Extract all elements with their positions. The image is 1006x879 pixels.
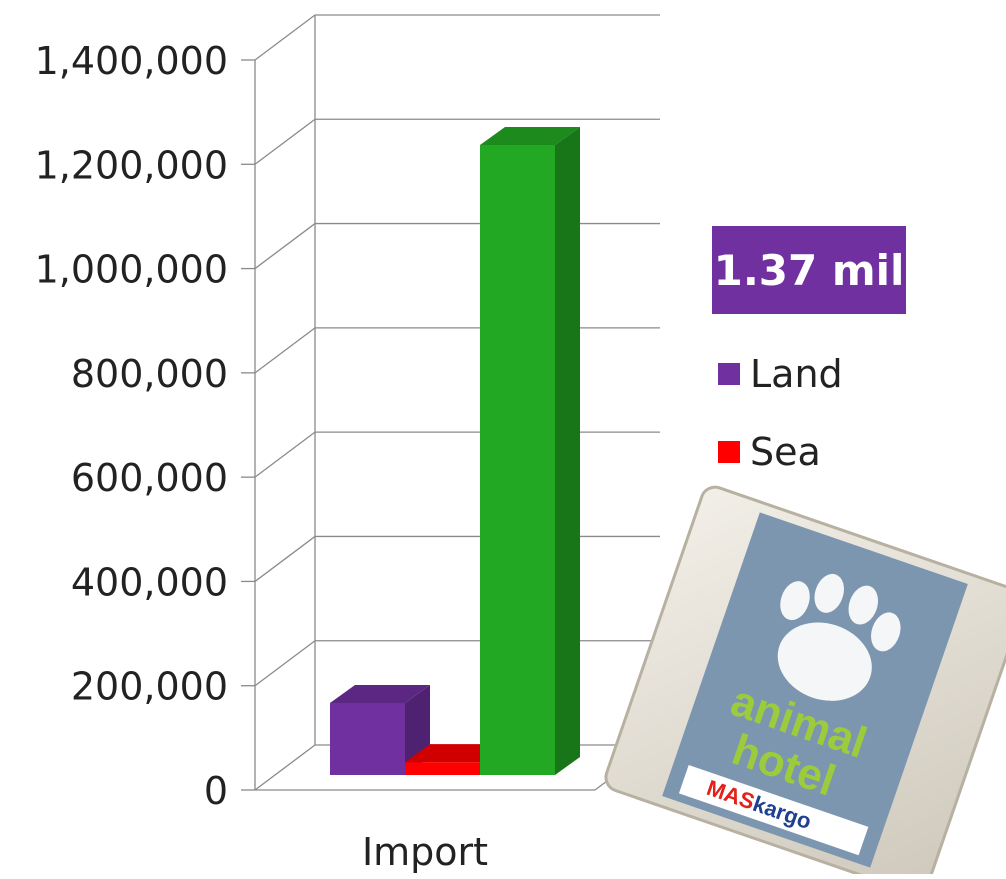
gridline-diagonal: [254, 223, 316, 270]
legend-item-land: Land: [718, 335, 843, 413]
gridline-diagonal: [254, 744, 316, 791]
y-tick-label: 600,000: [71, 456, 228, 500]
gridline-diagonal: [254, 14, 316, 61]
legend-item-sea: Sea: [718, 413, 843, 491]
gridline-diagonal: [254, 118, 316, 165]
legend-item-air: Air: [718, 491, 843, 569]
y-tick-label: 1,000,000: [35, 248, 228, 292]
annotation-text: 1.37 mil: [713, 245, 905, 295]
floor-edge: [594, 744, 656, 791]
legend: Land Sea Air: [718, 335, 843, 569]
bar-top-land: [330, 685, 430, 703]
gridline-diagonal: [254, 640, 316, 687]
gridline-diagonal: [254, 535, 316, 582]
legend-swatch-air: [718, 519, 740, 541]
bar-sea: [405, 762, 480, 775]
legend-swatch-land: [718, 363, 740, 385]
gridline-diagonal: [254, 327, 316, 374]
bar-land: [330, 703, 405, 775]
bar-top-air: [480, 127, 580, 145]
bar-side-air: [555, 127, 580, 775]
legend-swatch-sea: [718, 441, 740, 463]
legend-label-air: Air: [750, 508, 803, 552]
y-tick-label: 200,000: [71, 665, 228, 709]
y-tick-label: 0: [204, 769, 228, 813]
x-tick-label: Import: [362, 830, 488, 874]
y-tick-label: 800,000: [71, 352, 228, 396]
gridline-diagonal: [254, 431, 316, 478]
legend-label-sea: Sea: [750, 430, 821, 474]
annotation-callout: 1.37 mil: [712, 226, 906, 314]
legend-label-land: Land: [750, 352, 843, 396]
y-tick-label: 400,000: [71, 560, 228, 604]
y-tick-label: 1,400,000: [35, 39, 228, 83]
y-tick-label: 1,200,000: [35, 143, 228, 187]
bar-air: [480, 145, 555, 775]
